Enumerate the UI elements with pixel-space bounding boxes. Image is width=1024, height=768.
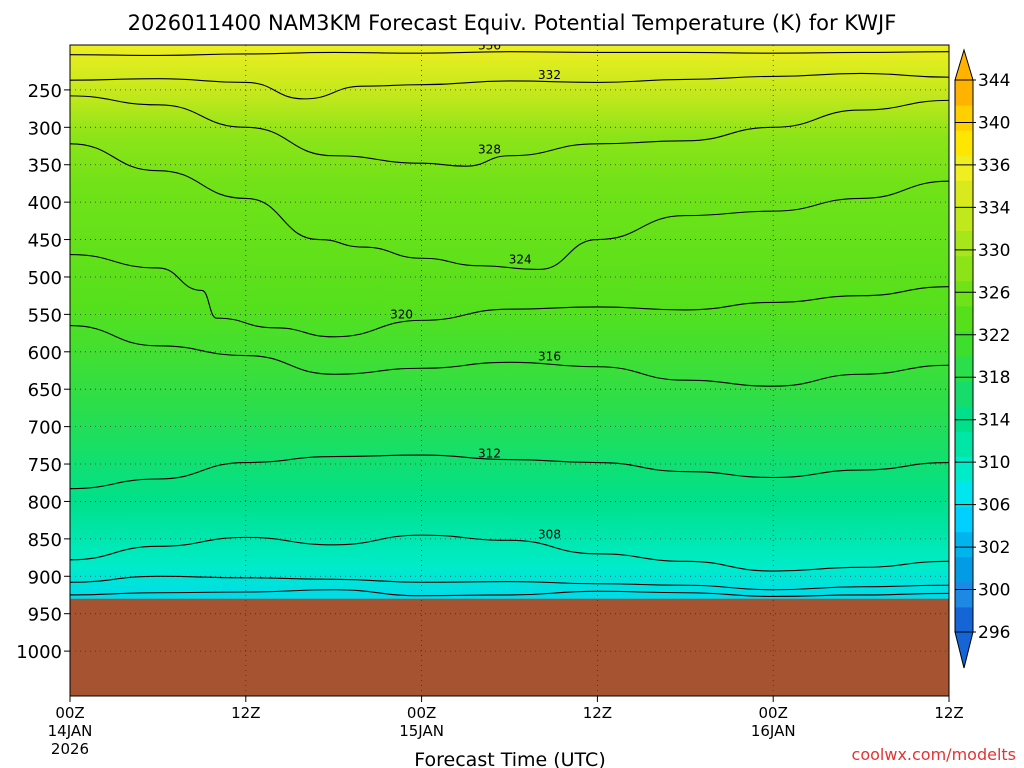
contour-label-332: 332 xyxy=(538,68,561,82)
colorbar-label-306: 306 xyxy=(978,496,1010,516)
colorbar-swatch xyxy=(955,356,973,382)
colorbar-label-336: 336 xyxy=(978,156,1010,176)
colorbar-label-330: 330 xyxy=(978,241,1010,261)
colorbar-swatch xyxy=(955,606,973,633)
x-axis-label: Forecast Time (UTC) xyxy=(414,749,605,768)
colorbar-label-310: 310 xyxy=(978,453,1010,473)
colorbar-swatch xyxy=(955,431,973,457)
x-tick-label-0: 00Z xyxy=(55,704,84,722)
x-tick-year-0: 2026 xyxy=(51,740,89,758)
contour-label-324: 324 xyxy=(509,253,532,267)
colorbar-swatch xyxy=(955,581,973,608)
contour-304 xyxy=(70,575,949,591)
colorbar-label-318: 318 xyxy=(978,368,1010,388)
plot-area: 336 332 328 324 320 316 312 308 xyxy=(69,39,950,697)
plot-background xyxy=(70,45,949,696)
grid-lines xyxy=(70,45,949,696)
colorbar-swatch xyxy=(955,381,973,407)
colorbar-swatch xyxy=(955,330,973,357)
y-tick-label-550: 550 xyxy=(28,305,62,326)
colorbar: 296 300 302 306 310 314 318 322 326 330 334 336 340 3… xyxy=(954,48,1010,669)
colorbar-swatch xyxy=(955,80,973,106)
colorbar-swatch xyxy=(955,280,973,307)
colorbar-swatch xyxy=(955,230,973,257)
colorbar-label-334: 334 xyxy=(978,198,1010,218)
y-tick-label-450: 450 xyxy=(28,231,62,252)
contour-316 xyxy=(70,325,949,387)
colorbar-swatch xyxy=(955,205,973,232)
colorbar-label-314: 314 xyxy=(978,411,1010,431)
y-tick-label-600: 600 xyxy=(28,343,62,364)
y-tick-label-650: 650 xyxy=(28,380,62,401)
colorbar-swatch xyxy=(955,531,973,558)
y-tick-label-500: 500 xyxy=(28,268,62,289)
colorbar-swatch xyxy=(955,130,973,156)
y-tick-label-750: 750 xyxy=(28,455,62,476)
colorbar-label-322: 322 xyxy=(978,326,1010,346)
x-tick-label-48: 00Z xyxy=(759,704,788,722)
contour-lines: 336 332 328 324 320 316 312 308 xyxy=(70,39,949,598)
colorbar-label-326: 326 xyxy=(978,283,1010,303)
x-tick-label-24: 00Z xyxy=(407,704,436,722)
contour-label-320: 320 xyxy=(390,307,413,321)
x-tick-label-36: 12Z xyxy=(583,704,612,722)
colorbar-label-302: 302 xyxy=(978,538,1010,558)
colorbar-swatch xyxy=(955,456,973,482)
plot-frame xyxy=(69,44,950,697)
colorbar-swatch xyxy=(955,105,973,131)
x-tick-label-12: 12Z xyxy=(231,704,260,722)
colorbar-label-300: 300 xyxy=(978,581,1010,601)
y-tick-label-900: 900 xyxy=(28,567,62,588)
contour-308 xyxy=(70,534,949,572)
colorbar-swatch xyxy=(955,481,973,508)
chart-title: 2026011400 NAM3KM Forecast Equiv. Potent… xyxy=(128,11,897,35)
y-tick-label-350: 350 xyxy=(28,156,62,177)
colorbar-top-arrow xyxy=(954,48,974,81)
contour-label-312: 312 xyxy=(478,447,501,461)
contour-label-308: 308 xyxy=(538,527,561,541)
x-tick-date-24: 15JAN xyxy=(399,722,444,740)
y-axis: 250 300 350 400 450 500 550 600 650 700 750 800 850 9… xyxy=(16,81,70,663)
colorbar-label-296: 296 xyxy=(978,623,1010,643)
source-credit: coolwx.com/modelts xyxy=(852,745,1016,764)
colorbar-swatch xyxy=(955,255,973,282)
x-tick-date-0: 14JAN xyxy=(48,722,93,740)
colorbar-swatch xyxy=(955,556,973,583)
contour-300 xyxy=(70,589,949,598)
contour-312 xyxy=(70,454,949,490)
colorbar-swatch xyxy=(955,406,973,432)
contour-label-316: 316 xyxy=(538,349,561,363)
contour-336 xyxy=(70,51,949,57)
y-tick-label-850: 850 xyxy=(28,530,62,551)
contour-label-328: 328 xyxy=(478,143,501,157)
y-tick-label-1000: 1000 xyxy=(16,642,62,663)
terrain-below-ground xyxy=(70,598,949,696)
contour-328 xyxy=(70,95,949,167)
y-tick-label-700: 700 xyxy=(28,418,62,439)
contour-label-336: 336 xyxy=(478,39,501,53)
colorbar-swatch xyxy=(955,305,973,332)
x-tick-label-60: 12Z xyxy=(934,704,963,722)
colorbar-swatch xyxy=(955,155,973,181)
colorbar-swatch xyxy=(955,506,973,533)
contour-320 xyxy=(70,253,949,338)
colorbar-swatch xyxy=(955,180,973,206)
colorbar-label-344: 344 xyxy=(978,71,1010,91)
y-tick-label-800: 800 xyxy=(28,492,62,513)
x-tick-date-48: 16JAN xyxy=(751,722,796,740)
y-tick-label-950: 950 xyxy=(28,605,62,626)
colorbar-label-340: 340 xyxy=(978,113,1010,133)
contour-324 xyxy=(70,143,949,271)
y-tick-label-400: 400 xyxy=(28,193,62,214)
contour-332 xyxy=(70,72,949,100)
colorbar-bottom-arrow xyxy=(954,631,974,669)
y-tick-label-300: 300 xyxy=(28,118,62,139)
y-tick-label-250: 250 xyxy=(28,81,62,102)
